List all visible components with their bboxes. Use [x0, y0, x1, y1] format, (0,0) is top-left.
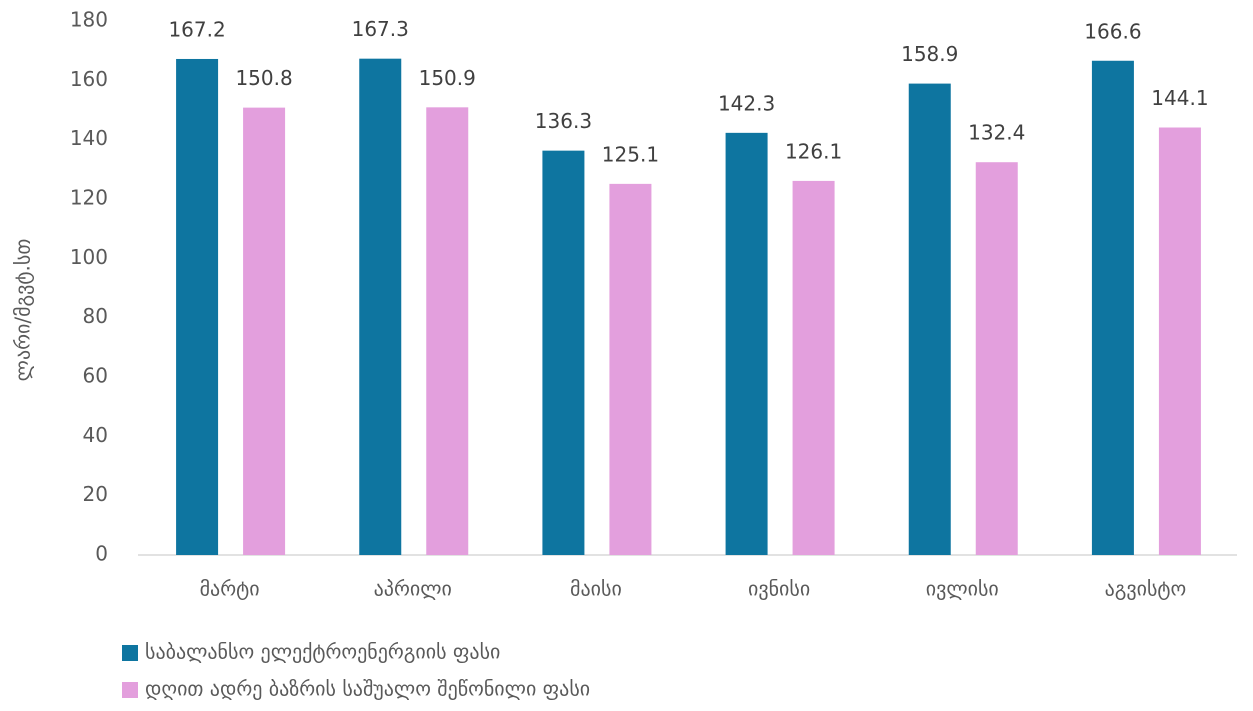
legend-label: დღით ადრე ბაზრის საშუალო შეწონილი ფასი: [145, 677, 590, 701]
y-tick-label: 140: [70, 126, 108, 150]
value-label: 144.1: [1151, 86, 1208, 110]
bar: [908, 83, 951, 555]
value-label: 167.3: [352, 17, 409, 41]
x-tick-label: მაისი: [570, 577, 622, 601]
y-tick-label: 120: [70, 186, 108, 210]
value-label: 166.6: [1084, 19, 1141, 43]
y-tick-label: 100: [70, 245, 108, 269]
bar: [1091, 60, 1134, 556]
y-tick-label: 0: [95, 542, 108, 566]
bar: [359, 58, 402, 555]
y-tick-label: 60: [83, 364, 108, 388]
y-axis-label: ლარი/მგვტ.სთ: [11, 239, 35, 382]
bar: [1158, 127, 1201, 556]
legend-swatch: [122, 682, 138, 698]
value-label: 136.3: [535, 109, 592, 133]
x-tick-label: მარტი: [200, 577, 260, 601]
x-tick-label: ივლისი: [926, 577, 999, 601]
y-tick-label: 20: [83, 482, 108, 506]
value-label: 126.1: [785, 139, 842, 163]
bar: [243, 107, 286, 556]
bar: [975, 162, 1018, 556]
value-label: 142.3: [718, 91, 775, 115]
x-tick-label: აგვისტო: [1105, 577, 1187, 601]
bar: [609, 183, 652, 555]
bar: [792, 180, 835, 556]
value-label: 125.1: [602, 142, 659, 166]
y-tick-label: 160: [70, 67, 108, 91]
bar: [542, 150, 585, 556]
legend-label: საბალანსო ელექტროენერგიის ფასი: [145, 640, 500, 664]
y-tick-label: 40: [83, 423, 108, 447]
x-tick-label: აპრილი: [374, 577, 452, 601]
y-tick-label: 180: [70, 8, 108, 32]
y-tick-label: 80: [83, 304, 108, 328]
value-label: 150.8: [235, 66, 292, 90]
bar: [725, 132, 768, 556]
value-label: 132.4: [968, 121, 1025, 145]
value-label: 158.9: [901, 42, 958, 66]
bar: [426, 107, 469, 555]
x-tick-label: ივნისი: [748, 577, 810, 601]
value-label: 150.9: [419, 66, 476, 90]
value-label: 167.2: [168, 17, 225, 41]
bar: [176, 58, 219, 556]
legend-swatch: [122, 645, 138, 661]
